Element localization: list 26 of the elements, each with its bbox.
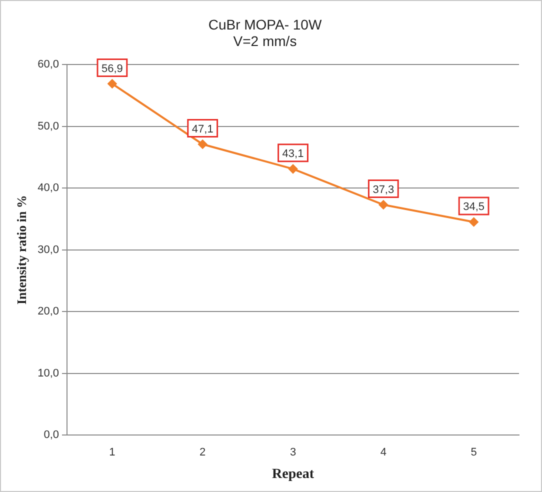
x-tick-label: 1	[109, 446, 116, 459]
x-tick-label: 4	[380, 446, 386, 459]
y-axis-title: Intensity ratio in %	[14, 195, 30, 305]
y-tick-label: 30,0	[38, 244, 60, 256]
point	[378, 200, 388, 210]
y-tick-label: 20,0	[38, 306, 60, 318]
y-tick-label: 0,0	[44, 429, 60, 442]
point	[469, 218, 478, 227]
text: V=2 mm/s	[233, 33, 297, 50]
data-label: 34,5	[463, 201, 485, 214]
x-tick-label: 3	[290, 446, 296, 459]
point	[198, 140, 208, 149]
y-tick-label: 10,0	[38, 367, 60, 380]
y-tick-label: 50,0	[38, 120, 60, 132]
data-label: 47,1	[192, 123, 214, 136]
point	[108, 79, 117, 88]
y-tick-label: 60,0	[38, 58, 60, 71]
x-tick-label: 2	[200, 446, 206, 459]
data-label: 43,1	[282, 148, 304, 160]
point	[288, 164, 298, 174]
text: CuBr MOPA- 10W	[208, 16, 322, 32]
x-axis-title: Repeat	[272, 467, 314, 482]
y-tick-label: 40,0	[38, 182, 60, 194]
data-label: 56,9	[101, 62, 123, 75]
x-tick-label: 5	[470, 446, 477, 459]
data-label: 37,3	[372, 184, 394, 196]
